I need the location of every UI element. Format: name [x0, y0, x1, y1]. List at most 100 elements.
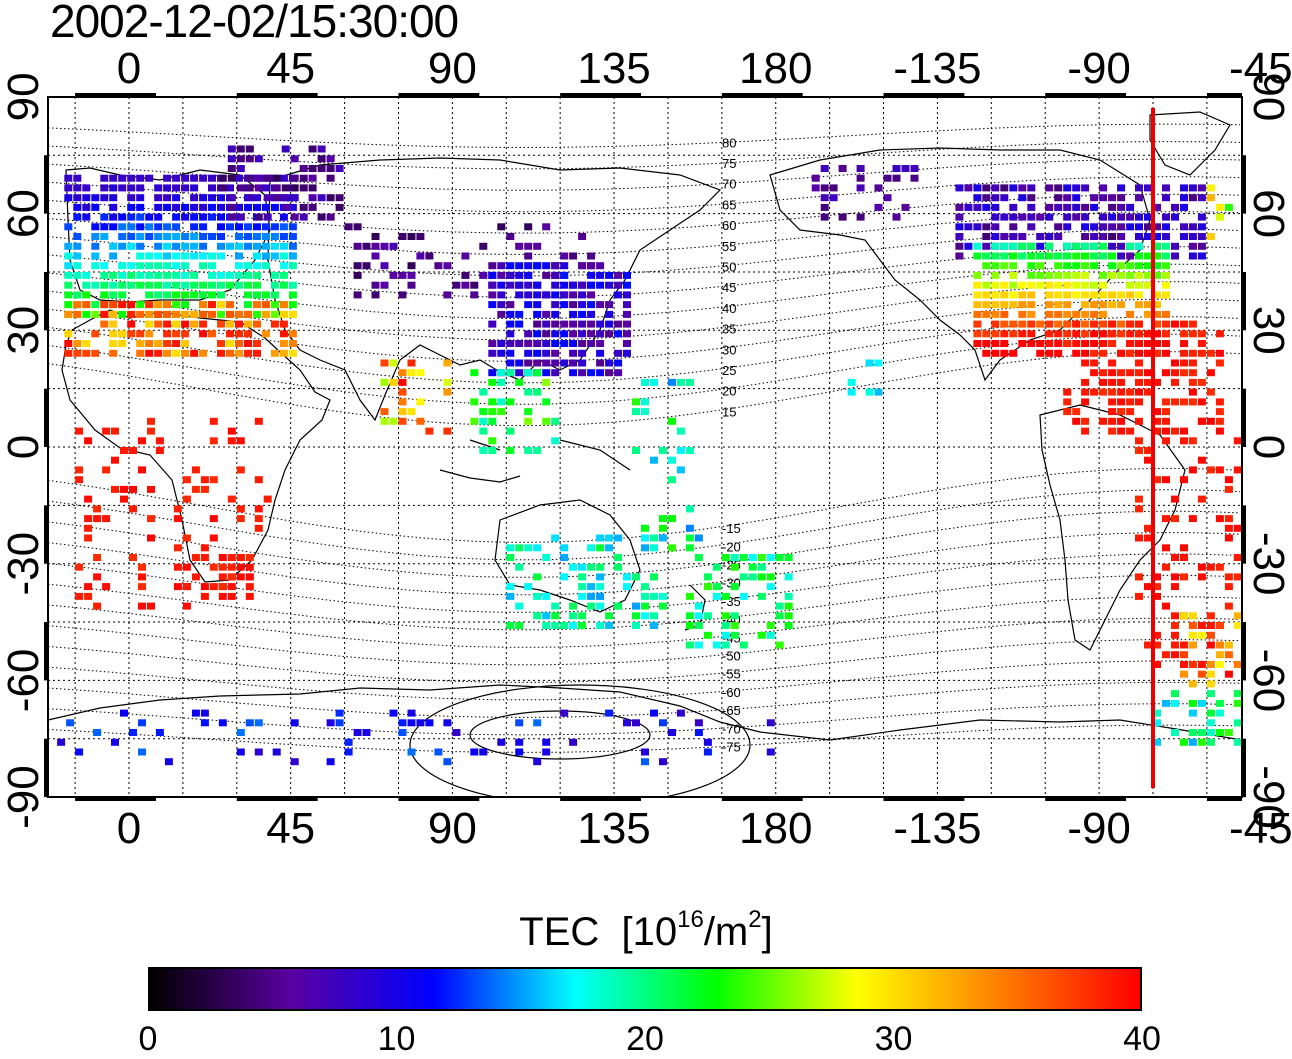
tec-cell — [261, 184, 270, 192]
tec-cell — [172, 213, 181, 221]
tec-cell — [73, 291, 82, 299]
tec-cell — [102, 583, 111, 591]
tec-cell — [1000, 330, 1009, 338]
tec-cell — [1117, 369, 1126, 377]
tec-cell — [236, 748, 245, 756]
tec-cell — [253, 223, 261, 231]
tec-cell — [1180, 738, 1188, 746]
tec-cell — [398, 719, 407, 727]
tec-cell — [676, 447, 685, 454]
tec-cell — [226, 281, 234, 289]
tec-cell — [533, 291, 542, 299]
tec-cell — [766, 719, 775, 727]
tec-cell — [111, 738, 119, 746]
tec-cell — [587, 271, 596, 279]
tec-cell — [551, 262, 560, 270]
tec-cell — [1072, 330, 1081, 338]
tec-cell — [955, 242, 964, 250]
tec-cell — [587, 544, 596, 552]
tec-cell — [712, 641, 721, 649]
tec-cell — [326, 174, 335, 182]
tec-cell — [1188, 359, 1197, 367]
tec-cell — [605, 534, 614, 542]
tec-cell — [73, 262, 82, 270]
tec-cell — [506, 301, 515, 309]
tec-cell — [145, 301, 154, 309]
tec-cell — [982, 301, 991, 309]
tec-cell — [1215, 213, 1224, 221]
frame-band — [1241, 271, 1246, 331]
tec-cell — [614, 369, 623, 377]
tec-cell — [676, 466, 685, 474]
tec-cell — [542, 398, 551, 406]
tec-cell — [1072, 271, 1081, 279]
tec-cell — [506, 233, 515, 240]
tec-cell — [245, 174, 254, 182]
tec-cell — [244, 301, 252, 309]
tec-cell — [118, 291, 127, 299]
tec-cell — [542, 223, 551, 231]
tec-cell — [632, 447, 640, 454]
tec-cell — [425, 427, 434, 435]
tec-cell — [109, 340, 118, 347]
tec-cell — [100, 184, 109, 192]
tec-cell — [147, 515, 155, 523]
tec-cell — [1027, 310, 1036, 318]
tec-cell — [82, 340, 91, 347]
colorbar-tick-label: 40 — [1123, 1020, 1161, 1058]
tec-cell — [1054, 320, 1063, 328]
tec-cell — [757, 554, 766, 561]
tec-cell — [1108, 233, 1117, 240]
tec-cell — [326, 719, 335, 727]
tec-cell — [1009, 242, 1018, 250]
tec-cell — [1081, 301, 1090, 309]
tec-cell — [226, 242, 234, 250]
tec-cell — [578, 233, 587, 240]
tec-cell — [129, 505, 137, 513]
tec-cell — [1162, 651, 1170, 659]
tec-cell — [64, 330, 73, 338]
tec-cell — [1126, 213, 1135, 221]
tec-cell — [1153, 408, 1161, 416]
tec-cell — [730, 563, 739, 571]
tec-cell — [1153, 349, 1161, 357]
tec-cell — [1171, 690, 1179, 698]
tec-cell — [145, 340, 154, 347]
tec-cell — [279, 233, 288, 240]
tec-cell — [64, 262, 73, 270]
tec-cell — [362, 262, 371, 270]
tec-cell — [560, 330, 569, 338]
tec-cell — [136, 301, 145, 309]
tec-cell — [533, 369, 542, 377]
tec-cell — [1144, 641, 1152, 649]
tec-cell — [1027, 271, 1036, 279]
tec-cell — [668, 456, 676, 464]
tec-cell — [172, 203, 181, 211]
tec-cell — [270, 349, 279, 357]
tec-cell — [91, 252, 100, 260]
tec-cell — [874, 359, 883, 367]
tec-cell — [1180, 359, 1188, 367]
tec-cell — [154, 271, 163, 279]
tec-cell — [1000, 252, 1009, 260]
bottom-lon-label: 0 — [117, 804, 141, 853]
tec-cell — [93, 505, 102, 513]
tec-cell — [497, 738, 506, 746]
tec-cell — [991, 349, 1000, 357]
tec-cell — [560, 554, 569, 561]
tec-cell — [1188, 466, 1197, 474]
tec-cell — [721, 612, 730, 620]
tec-cell — [730, 612, 739, 620]
tec-cell — [353, 291, 362, 299]
tec-cell — [253, 194, 261, 202]
tec-cell — [874, 388, 883, 396]
tec-cell — [1126, 340, 1135, 347]
tec-cell — [650, 592, 658, 600]
tec-cell — [685, 592, 694, 600]
tec-cell — [973, 340, 982, 347]
tec-cell — [181, 291, 190, 299]
tec-cell — [1153, 631, 1161, 639]
frame-band — [560, 93, 642, 98]
tec-cell — [784, 622, 793, 629]
tec-cell — [1224, 641, 1233, 649]
